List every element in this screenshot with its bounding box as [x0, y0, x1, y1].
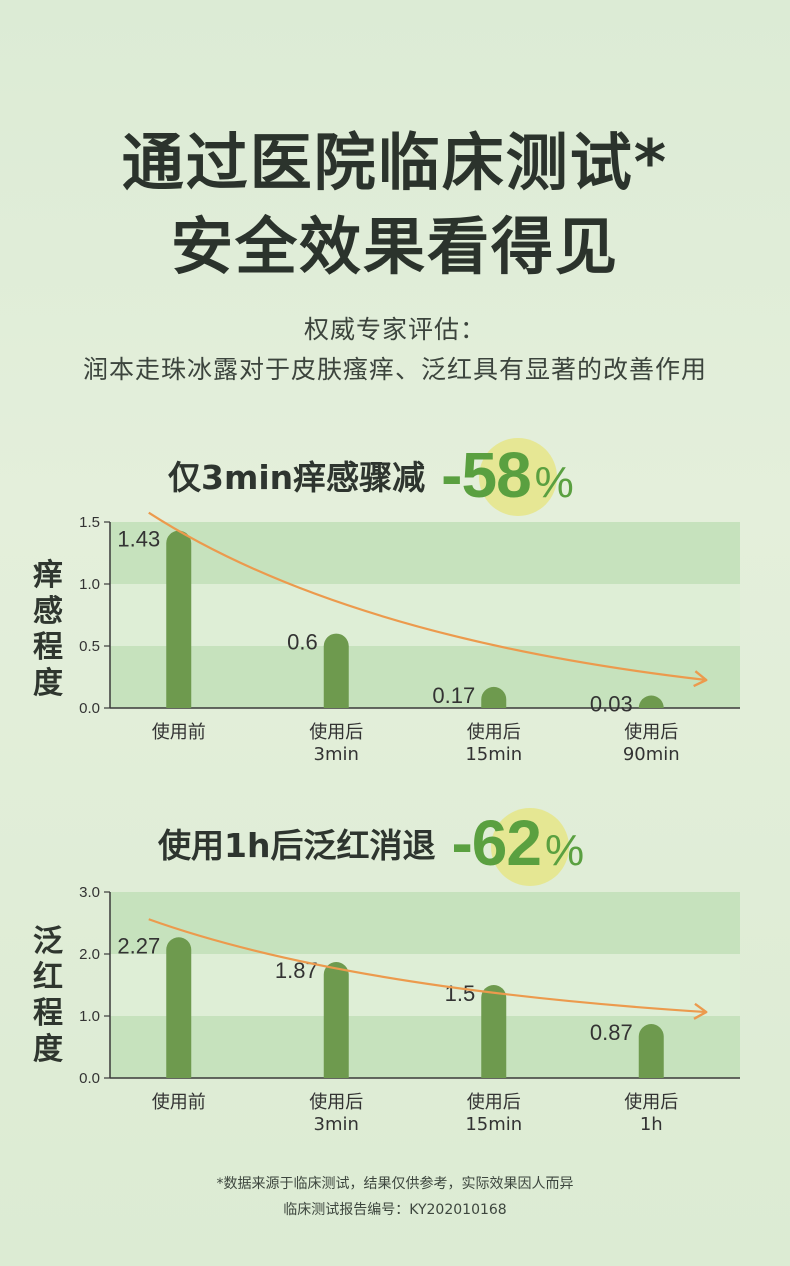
itch-category-label: 3min	[314, 744, 359, 765]
redness-stat-highlight	[491, 808, 570, 886]
itch-category-label: 使用前	[152, 722, 206, 743]
itch-stat-unit: %	[534, 458, 574, 507]
redness-stat-unit: %	[544, 826, 585, 875]
redness-stat-value: -62	[451, 807, 541, 879]
redness-bar	[638, 1024, 664, 1078]
footnote-disclaimer: *数据来源于临床测试，结果仅供参考，实际效果因人而异	[216, 1176, 574, 1192]
itch-data-label: 0.6	[287, 630, 318, 655]
redness-y-tick-label: 1.0	[79, 1008, 100, 1025]
redness-bar	[481, 985, 507, 1078]
itch-band	[110, 584, 740, 646]
redness-bar	[323, 962, 349, 1078]
redness-band	[110, 1016, 740, 1078]
redness-stat-label: 使用1h后泛红消退	[158, 826, 436, 865]
itch-y-axis-label: 痒 感 程 度	[33, 558, 63, 701]
itch-trend-line	[148, 511, 707, 682]
subtitle-line2: 润本走珠冰露对于皮肤瘙痒、泛红具有显著的改善作用	[82, 355, 707, 384]
itch-bar	[166, 530, 192, 708]
itch-data-label: 1.43	[117, 527, 160, 552]
redness-band	[110, 892, 740, 954]
redness-trend-arrowhead	[693, 1002, 708, 1020]
redness-category-label: 使用前	[152, 1092, 206, 1113]
redness-category-label: 使用后	[624, 1092, 678, 1113]
itch-y-tick-label: 1.0	[79, 576, 100, 593]
itch-stat-highlight	[479, 438, 558, 516]
redness-category-label: 使用后	[467, 1092, 521, 1113]
itch-bar	[323, 633, 349, 708]
redness-chart: 0.01.02.03.02.27使用前1.87使用后3min1.5使用后15mi…	[79, 884, 740, 1135]
redness-y-tick-label: 2.0	[79, 946, 100, 963]
redness-category-label: 使用后	[309, 1092, 363, 1113]
redness-y-tick-label: 0.0	[79, 1070, 100, 1087]
redness-data-label: 0.87	[590, 1020, 633, 1045]
redness-y-axis-label: 泛 红 程 度	[33, 924, 63, 1067]
redness-y-tick-label: 3.0	[79, 884, 100, 901]
itch-band	[110, 522, 740, 584]
redness-category-label: 3min	[314, 1114, 359, 1135]
itch-category-label: 90min	[623, 744, 680, 765]
itch-trend-arrowhead	[693, 670, 708, 688]
itch-stat-value: -58	[441, 439, 531, 511]
subtitle-line1: 权威专家评估：	[303, 315, 486, 344]
redness-category-label: 1h	[640, 1114, 663, 1135]
headline-line2: 安全效果看得见	[170, 210, 619, 283]
itch-category-label: 使用后	[624, 722, 678, 743]
itch-data-label: 0.03	[590, 692, 633, 717]
itch-band	[110, 646, 740, 708]
itch-bar	[638, 695, 664, 708]
itch-chart: 0.00.51.01.51.43使用前0.6使用后3min0.17使用后15mi…	[79, 511, 740, 765]
redness-bar	[166, 937, 192, 1078]
itch-stat-label: 仅3min痒感骤减	[168, 458, 426, 497]
redness-category-label: 15min	[465, 1114, 522, 1135]
headline-line1: 通过医院临床测试*	[121, 126, 669, 199]
itch-bar	[481, 686, 507, 708]
redness-stat: 使用1h后泛红消退 -62 %	[158, 806, 585, 886]
itch-y-tick-label: 0.0	[79, 700, 100, 717]
itch-stat: 仅3min痒感骤减 -58 %	[168, 438, 574, 516]
redness-data-label: 2.27	[117, 933, 160, 958]
itch-y-tick-label: 0.5	[79, 638, 100, 655]
itch-category-label: 使用后	[309, 722, 363, 743]
redness-data-label: 1.87	[275, 958, 318, 983]
redness-trend-line	[148, 918, 707, 1014]
itch-data-label: 0.17	[432, 683, 475, 708]
itch-y-tick-label: 1.5	[79, 514, 100, 531]
redness-data-label: 1.5	[445, 981, 476, 1006]
redness-band	[110, 954, 740, 1016]
itch-category-label: 使用后	[467, 722, 521, 743]
itch-category-label: 15min	[465, 744, 522, 765]
footnote-report-number: 临床测试报告编号：KY202010168	[283, 1202, 507, 1218]
